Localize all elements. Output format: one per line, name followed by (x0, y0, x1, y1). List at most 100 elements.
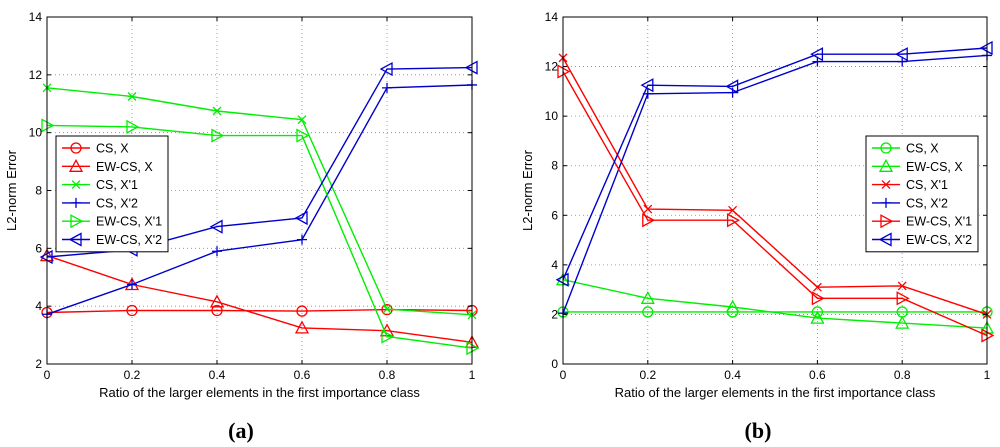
panel-a-series-2-point-4 (382, 304, 392, 314)
panel-b-xtick-label-5: 1 (984, 368, 991, 382)
panel-b-axes-box (562, 16, 988, 365)
panel-a-legend-label-1: EW-CS, X (96, 160, 153, 174)
panel-a-ytick-label-2: 6 (35, 241, 42, 255)
panel-b-legend-label-2: CS, X'1 (906, 178, 948, 192)
panel-b-series-5-point-1 (640, 78, 654, 93)
panel-a-series-2-point-3 (297, 115, 307, 125)
panel-b-legend-label-0: CS, X (906, 142, 939, 156)
panel-b-xtick-label-3: 0.6 (809, 368, 826, 382)
panel-a-legend-item-0: CS, X (62, 142, 129, 156)
panel-a-series-3-point-2 (212, 246, 222, 257)
panel-b-legend-item-2: CS, X'1 (872, 178, 948, 192)
panel-a-series-3-point-1 (127, 279, 137, 290)
panel-a-series-1-line (46, 254, 473, 343)
panel-a-series-2-line (46, 87, 473, 316)
panel-a-xtick-label-0: 0 (44, 368, 51, 382)
panel-b-xtick-label-4: 0.8 (894, 368, 911, 382)
panel-b-series-5-point-3 (810, 47, 824, 62)
panel-a-series-5-point-4 (379, 61, 393, 77)
panel-b-series-3-point-4 (897, 56, 908, 67)
panel-b-series-5-point-4 (894, 47, 908, 62)
panel-a-legend-label-4: EW-CS, X'1 (96, 215, 162, 229)
panel-b-legend-label-3: CS, X'2 (906, 196, 948, 210)
panel-a-legend-marker-1 (68, 158, 84, 172)
panel-a-series-0-point-1 (126, 304, 138, 317)
panel-a-series-2 (42, 83, 477, 320)
panel-b-legend-marker-4 (880, 214, 894, 229)
panel-b-series-1-point-1 (640, 290, 655, 304)
panel-a-series-4-point-4 (381, 329, 395, 344)
panel-a-legend-marker-2 (71, 180, 81, 190)
panel-b-series-3-point-3 (812, 56, 823, 67)
panel-a-xtick-label-5: 1 (469, 368, 476, 382)
panel-b-series-4-point-2 (726, 213, 740, 228)
panel-a-legend-box (55, 135, 169, 253)
panel-b-series-5-point-2 (725, 79, 739, 94)
panel-b-legend-box (865, 135, 979, 253)
panel-b-series-2-point-4 (897, 281, 907, 291)
panel-a-xtick-label-3: 0.6 (294, 368, 311, 382)
panel-b-series-1 (555, 272, 995, 334)
panel-b-legend-item-5: EW-CS, X'2 (872, 232, 972, 247)
panel-a-series-2-point-1 (127, 92, 137, 101)
panel-a-legend-marker-5 (68, 232, 82, 247)
panel-a-legend-item-3: CS, X'2 (62, 196, 138, 210)
panel-b-series-2-line (562, 57, 988, 316)
panel-b-ytick-label-1: 2 (551, 307, 558, 321)
panel-a-series-3-point-3 (297, 234, 307, 245)
panel-b-ytick-label-5: 10 (545, 109, 559, 123)
panel-a-series-4-point-2 (211, 128, 225, 143)
panel-a-legend-item-4: EW-CS, X'1 (62, 214, 162, 229)
panel-b-series-1-point-4 (895, 315, 910, 329)
panel-b-series-1-line (562, 279, 988, 329)
panel-a-ytick-label-3: 8 (35, 184, 42, 198)
panel-a-series-4-point-3 (296, 128, 310, 143)
panel-b-series-1-point-3 (810, 310, 825, 324)
panel-a-legend-marker-0 (70, 142, 82, 154)
panel-b-series-1-point-2 (725, 299, 740, 313)
panel-b-legend-marker-5 (878, 232, 892, 247)
panel-a-legend-marker-3 (71, 197, 81, 208)
panel-a-label: (a) (228, 418, 254, 443)
panel-a-series-4-point-1 (126, 119, 140, 134)
panel-b-ylabel: L2-norm Error (520, 149, 535, 231)
panel-b-series-5-line (562, 47, 988, 280)
panel-b-legend-label-1: EW-CS, X (906, 160, 963, 174)
panel-b-series-0-point-1 (642, 306, 654, 318)
panel-a-series-0-point-2 (211, 304, 223, 317)
panel-a-xtick-label-4: 0.8 (379, 368, 396, 382)
panel-a-xlabel: Ratio of the larger elements in the firs… (99, 385, 420, 400)
panel-b-legend-label-4: EW-CS, X'1 (906, 215, 972, 229)
panel-a-legend-label-5: EW-CS, X'2 (96, 233, 162, 247)
panel-a-xtick-label-1: 0.2 (124, 368, 141, 382)
panel-a-xtick-label-2: 0.4 (209, 368, 226, 382)
panel-b-ytick-label-3: 6 (551, 208, 558, 222)
panel-b-ytick-label-0: 0 (551, 357, 558, 371)
panel-a-series-5-point-3 (294, 210, 308, 226)
panel-b-legend-item-3: CS, X'2 (872, 196, 948, 210)
panel-b-series-0-point-3 (811, 306, 824, 318)
panel-a-ytick-label-6: 14 (29, 10, 43, 24)
panel-b-series-2-point-2 (728, 205, 738, 215)
panel-a-legend-item-1: EW-CS, X (62, 158, 153, 174)
panel-a-series-0-point-3 (296, 305, 308, 317)
panel-a-series-5-point-2 (209, 219, 223, 234)
panel-a-legend-marker-4 (70, 214, 84, 229)
panel-b-series-4-point-4 (896, 291, 910, 306)
panel-b-xlabel: Ratio of the larger elements in the firs… (615, 385, 936, 400)
panel-b-legend-marker-0 (880, 142, 892, 154)
panel-a-ytick-label-5: 12 (29, 68, 43, 82)
panel-b-series-2-point-1 (643, 204, 653, 214)
panel-b-series-4-line (562, 71, 988, 337)
panel-a-ytick-label-0: 2 (35, 357, 42, 371)
panel-b-legend-marker-1 (878, 158, 894, 172)
panel-a-legend-item-2: CS, X'1 (62, 178, 138, 192)
panel-a-series-1-point-2 (209, 294, 225, 308)
panel-a-legend-item-5: EW-CS, X'2 (62, 232, 162, 247)
panel-a-legend-label-3: CS, X'2 (96, 196, 138, 210)
panel-b-legend-marker-2 (881, 180, 891, 190)
panel-b-ytick-label-7: 14 (545, 10, 559, 24)
panel-b-series-4-point-1 (642, 213, 656, 228)
panel-b-legend-marker-3 (881, 197, 891, 208)
